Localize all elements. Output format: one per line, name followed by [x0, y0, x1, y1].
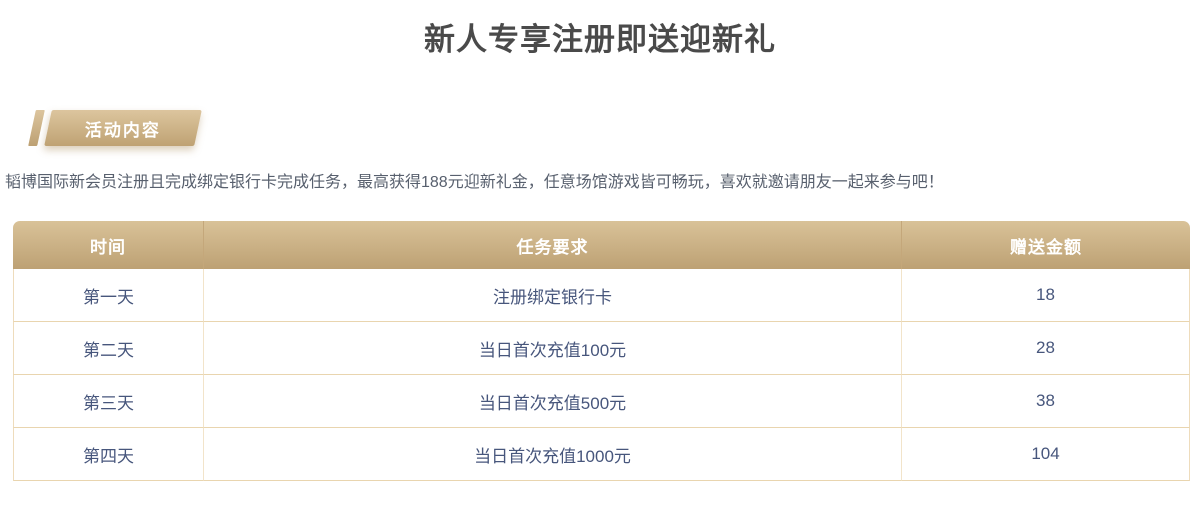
- cell-amount: 28: [901, 322, 1190, 375]
- cell-day: 第一天: [13, 269, 203, 322]
- column-header-time: 时间: [13, 221, 203, 269]
- badge-label: 活动内容: [85, 120, 161, 140]
- table-row: 第二天 当日首次充值100元 28: [13, 322, 1190, 375]
- cell-amount: 18: [901, 269, 1190, 322]
- page-title: 新人专享注册即送迎新礼: [424, 22, 776, 57]
- activity-description: 韬博国际新会员注册且完成绑定银行卡完成任务，最高获得188元迎新礼金，任意场馆游…: [5, 174, 944, 191]
- section-header: 活动内容: [28, 110, 1200, 146]
- cell-task: 当日首次充值100元: [203, 322, 901, 375]
- cell-task: 注册绑定银行卡: [203, 269, 901, 322]
- activity-content-badge: 活动内容: [44, 110, 202, 146]
- table-row: 第四天 当日首次充值1000元 104: [13, 428, 1190, 481]
- table-row: 第一天 注册绑定银行卡 18: [13, 269, 1190, 322]
- cell-amount: 104: [901, 428, 1190, 481]
- cell-day: 第四天: [13, 428, 203, 481]
- cell-task: 当日首次充值500元: [203, 375, 901, 428]
- cell-task: 当日首次充值1000元: [203, 428, 901, 481]
- badge-stripe: [28, 110, 45, 146]
- table-row: 第三天 当日首次充值500元 38: [13, 375, 1190, 428]
- table-header-row: 时间 任务要求 赠送金额: [13, 221, 1190, 269]
- cell-day: 第三天: [13, 375, 203, 428]
- cell-amount: 38: [901, 375, 1190, 428]
- cell-day: 第二天: [13, 322, 203, 375]
- column-header-task: 任务要求: [203, 221, 901, 269]
- column-header-amount: 赠送金额: [901, 221, 1190, 269]
- reward-table: 时间 任务要求 赠送金额 第一天 注册绑定银行卡 18 第二天 当日首次充值10…: [13, 221, 1190, 481]
